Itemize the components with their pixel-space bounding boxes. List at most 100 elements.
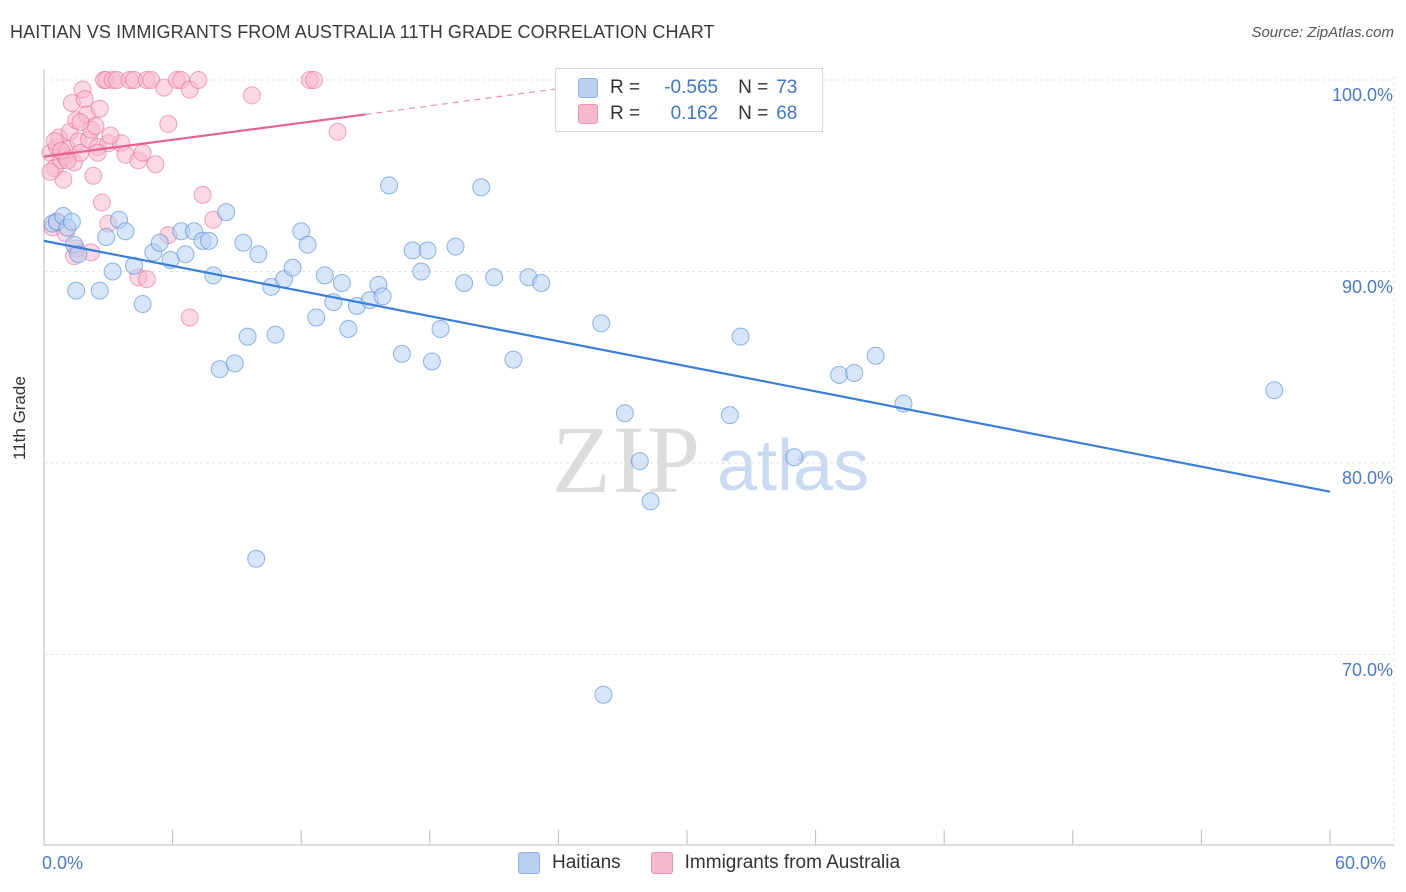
chart-title: HAITIAN VS IMMIGRANTS FROM AUSTRALIA 11T… [10,22,715,42]
data-point [217,203,236,222]
y-tick-label: 80.0% [1341,468,1393,488]
data-point [176,245,195,264]
data-point [159,115,178,134]
data-point [830,365,849,384]
data-point [720,406,739,425]
data-point [200,231,219,250]
data-point [71,113,90,132]
data-point [418,241,437,260]
data-point [455,273,474,292]
legend-item-australia[interactable]: Immigrants from Australia [650,852,901,874]
data-point [90,281,109,300]
legend-n-value: 68 [776,103,798,124]
legend-row-haitians: R = -0.565 N = 73 [578,77,797,99]
x-tick-max: 60.0% [1335,853,1387,873]
data-point [62,212,81,231]
data-point [125,256,144,275]
source-label: Source: ZipAtlas.com [1251,24,1394,41]
data-point [446,237,465,256]
legend-label-australia: Immigrants from Australia [684,852,901,873]
axes [43,70,1394,846]
legend-swatch-blue [578,78,598,98]
legend-swatch-pink [650,852,673,874]
legend-n-label: N = [738,103,769,124]
data-point [380,176,399,195]
data-point [225,354,244,373]
data-point [307,308,326,327]
data-point [403,241,422,260]
data-point [731,327,750,346]
data-point [137,270,156,289]
data-point [845,363,864,382]
legend-item-haitians[interactable]: Haitians [518,852,621,874]
data-point [97,228,116,247]
data-point [472,178,491,197]
legend-r-label: R = [610,77,641,98]
data-point [41,162,60,181]
data-point [88,143,107,162]
data-point [103,262,122,281]
series-legend: Haitians Immigrants from Australia [518,852,930,874]
trend-lines [43,85,1331,493]
data-point [150,233,169,252]
legend-r-value: -0.565 [664,77,719,98]
y-tick-label: 90.0% [1341,276,1393,297]
y-tick-label: 100.0% [1331,85,1393,105]
data-point [392,344,411,363]
data-point [189,71,208,89]
data-point [69,245,88,264]
trend-line [43,239,1331,493]
data-point [422,352,441,371]
data-point [332,273,351,292]
stats-legend: R = -0.565 N = 73 R = 0.162 N = 68 [555,68,823,132]
data-point [305,71,324,89]
data-point [641,492,660,511]
legend-swatch-blue [518,852,540,874]
data-point [785,448,804,467]
gridlines [44,76,1395,845]
data-point [101,126,120,145]
legend-r-label: R = [610,103,641,124]
trend-line [43,113,366,158]
data-point [75,90,94,109]
data-point [594,685,613,704]
data-point [242,86,261,105]
data-point [133,295,152,314]
legend-r-value: 0.162 [670,103,719,124]
data-point [180,308,199,327]
legend-n-value: 73 [776,77,798,98]
legend-label-haitians: Haitians [552,852,621,873]
data-point [58,151,77,170]
data-point [67,281,86,300]
legend-n-label: N = [738,77,769,98]
data-point [373,287,392,306]
data-point [193,185,212,204]
data-point [592,314,611,333]
data-point [615,404,634,423]
legend-swatch-pink [578,104,598,124]
data-point [146,155,165,174]
series-immigrants-from-australia [41,71,347,327]
data-point [1265,381,1284,400]
data-point [234,233,253,252]
watermark-zip: ZIP [552,406,702,513]
data-point [298,235,317,254]
legend-row-australia: R = 0.162 N = 68 [578,103,797,125]
data-point [247,549,266,568]
data-point [328,122,347,141]
data-point [92,193,111,212]
data-point [116,222,135,241]
data-point [504,350,523,369]
data-point [630,452,649,471]
data-point [283,258,302,277]
data-point [412,262,431,281]
data-point [210,360,229,379]
y-tick-label: 70.0% [1341,659,1393,680]
data-point [339,319,358,338]
data-point [90,99,109,118]
data-point [86,116,105,135]
data-point [532,273,551,292]
data-point [485,268,504,287]
data-point [266,325,285,344]
x-tick-min: 0.0% [42,853,84,873]
